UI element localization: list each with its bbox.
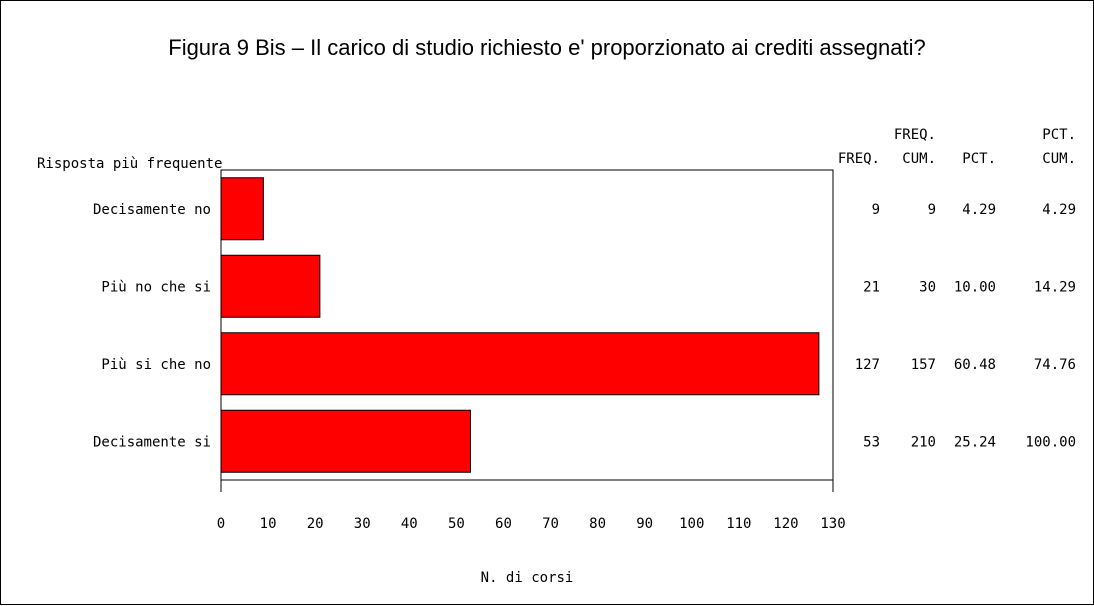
table-header-line2: PCT. xyxy=(962,151,996,167)
bar-3 xyxy=(220,409,472,473)
table-cell: 9 xyxy=(928,202,936,218)
category-label: Più no che si xyxy=(101,279,211,295)
chart-title: Figura 9 Bis – Il carico di studio richi… xyxy=(168,35,925,60)
x-tick-label: 100 xyxy=(679,516,704,532)
table-header-line2: CUM. xyxy=(1042,151,1076,167)
table-cell: 10.00 xyxy=(954,279,996,295)
table-header-line1: PCT. xyxy=(1042,127,1076,143)
category-label: Più si che no xyxy=(101,357,211,373)
x-tick-label: 40 xyxy=(401,516,418,532)
bar-0 xyxy=(220,177,264,241)
x-tick-label: 0 xyxy=(217,516,225,532)
table-cell: 14.29 xyxy=(1034,279,1076,295)
plot-area xyxy=(220,169,834,481)
bar-1 xyxy=(220,254,321,318)
table-header-line2: FREQ. xyxy=(838,151,880,167)
x-tick-label: 90 xyxy=(636,516,653,532)
table-cell: 25.24 xyxy=(954,434,996,450)
x-tick-label: 10 xyxy=(260,516,277,532)
y-axis-label: Risposta più frequente xyxy=(37,156,222,172)
table-cell: 74.76 xyxy=(1034,357,1076,373)
table-cell: 210 xyxy=(911,434,936,450)
x-tick-label: 80 xyxy=(589,516,606,532)
x-axis-label: N. di corsi xyxy=(481,570,574,586)
x-axis: 0 10 20 30 40 50 60 70 80 90 100 110 120 130 xyxy=(217,480,846,532)
table-cell: 4.29 xyxy=(1042,202,1076,218)
x-tick-label: 20 xyxy=(307,516,324,532)
table-cell: 21 xyxy=(863,279,880,295)
table-cell: 9 xyxy=(872,202,880,218)
x-tick-label: 50 xyxy=(448,516,465,532)
category-labels: Decisamente no Più no che si Più si che no… xyxy=(93,202,211,451)
x-tick-label: 130 xyxy=(820,516,845,532)
x-tick-label: 110 xyxy=(726,516,751,532)
table-cell: 30 xyxy=(919,279,936,295)
table-header-line2: CUM. xyxy=(902,151,936,167)
x-tick-label: 70 xyxy=(542,516,559,532)
bar-2 xyxy=(220,332,820,396)
x-tick-label: 120 xyxy=(773,516,798,532)
bars-group xyxy=(220,177,820,473)
table-cell: 157 xyxy=(911,357,936,373)
table-cell: 100.00 xyxy=(1025,434,1076,450)
table-cell: 60.48 xyxy=(954,357,996,373)
category-label: Decisamente no xyxy=(93,202,211,218)
x-tick-label: 60 xyxy=(495,516,512,532)
stats-table: FREQ. FREQ. CUM. PCT. PCT. CUM. 9 9 4.29 4.29 21 30… xyxy=(838,127,1076,450)
table-cell: 127 xyxy=(855,357,880,373)
table-header-line1: FREQ. xyxy=(894,127,936,143)
table-cell: 4.29 xyxy=(962,202,996,218)
x-tick-label: 30 xyxy=(354,516,371,532)
category-label: Decisamente si xyxy=(93,434,211,450)
table-cell: 53 xyxy=(863,434,880,450)
